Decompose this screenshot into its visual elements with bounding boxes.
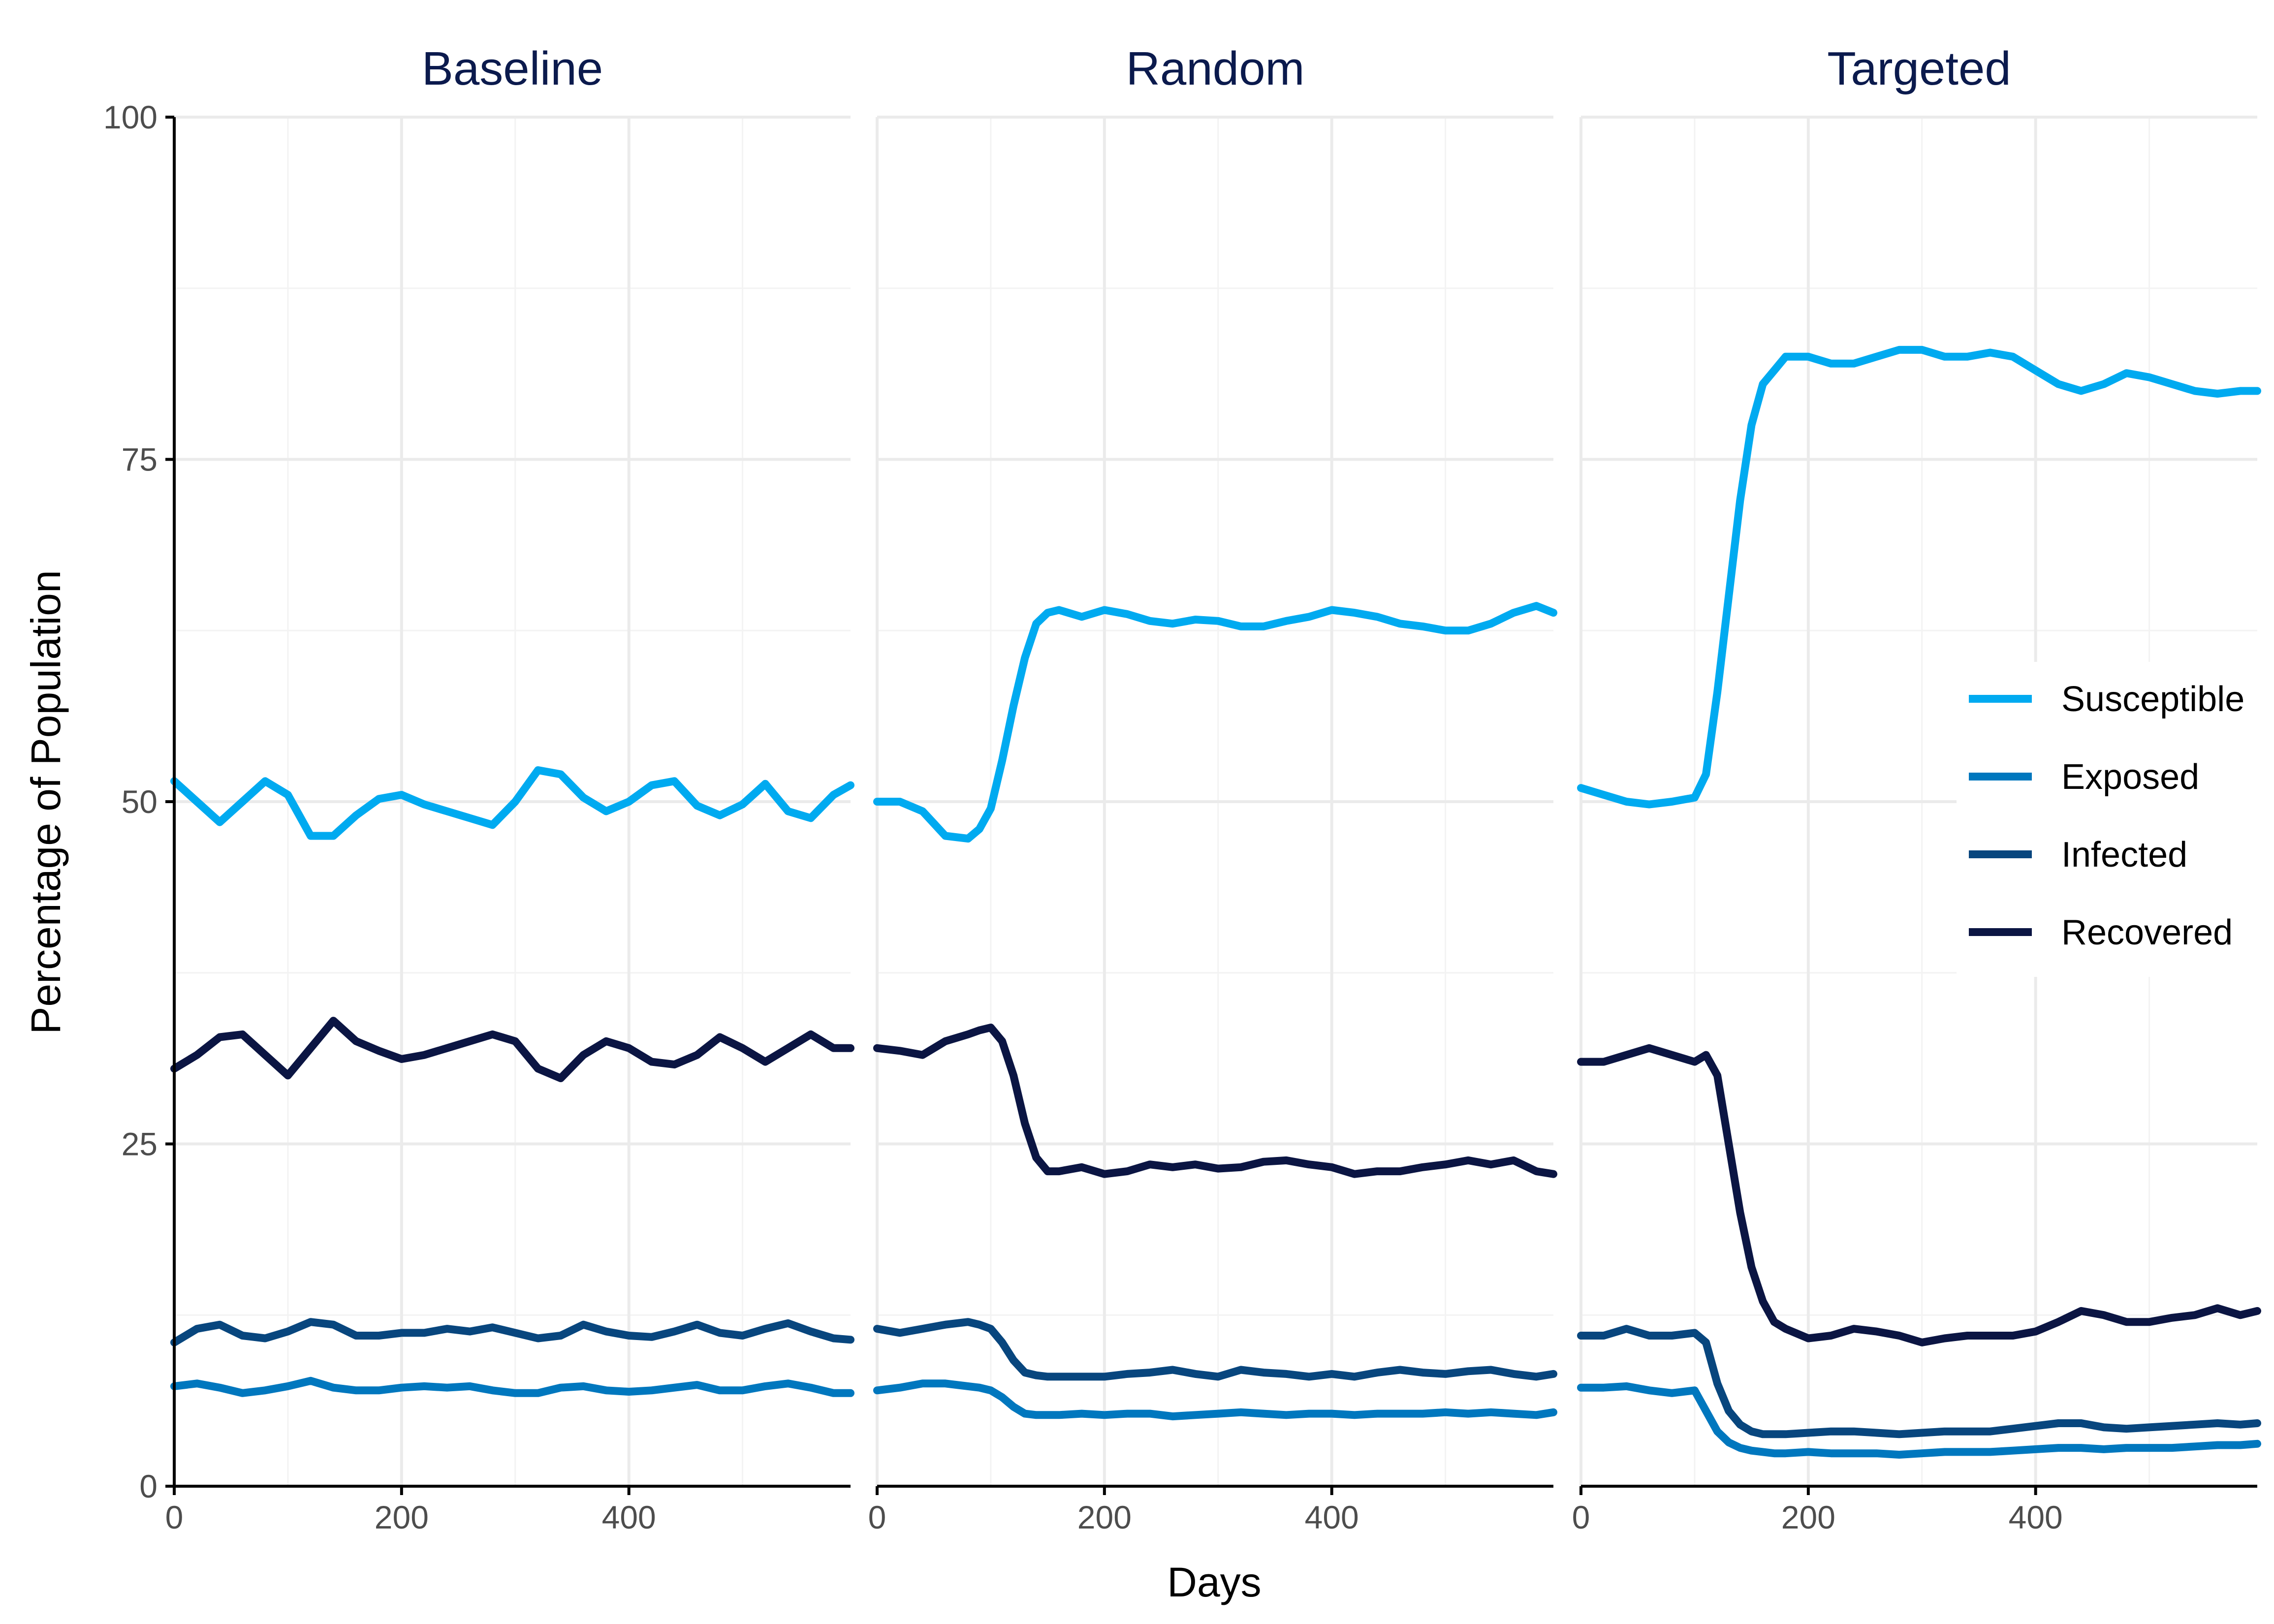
series-line-recovered: [170, 1017, 854, 1082]
x-tick-label: 0: [868, 1499, 886, 1535]
y-tick-label: 100: [103, 99, 158, 135]
legend-background: [1957, 662, 2272, 977]
x-tick-label: 400: [1305, 1499, 1359, 1535]
series-line-infected: [873, 1318, 1557, 1381]
legend-label-exposed: Exposed: [2061, 757, 2199, 797]
legend: Susceptible Exposed Infected Recovered: [1957, 662, 2272, 977]
series-line-recovered: [873, 1024, 1557, 1178]
y-tick-label: 0: [139, 1468, 158, 1504]
series-line-recovered: [1577, 1044, 2261, 1346]
x-tick-label: 200: [375, 1499, 429, 1535]
series-line-exposed: [1577, 1382, 2261, 1459]
series-line-susceptible: [170, 766, 854, 840]
x-tick-label: 400: [2009, 1499, 2063, 1535]
series-line-infected: [1577, 1325, 2261, 1438]
y-axis-title: Percentage of Population: [23, 570, 69, 1034]
series-line-susceptible: [1577, 345, 2261, 809]
panel-baseline: Baseline: [170, 42, 854, 1488]
legend-label-susceptible: Susceptible: [2061, 680, 2244, 719]
legend-label-recovered: Recovered: [2061, 913, 2233, 952]
series-line-susceptible: [873, 602, 1557, 843]
x-tick-label: 200: [1077, 1499, 1132, 1535]
x-tick-label: 200: [1781, 1499, 1835, 1535]
panels-layer: Baseline Random Targeted: [170, 42, 2261, 1488]
series-line-exposed: [170, 1376, 854, 1397]
panel-random: Random: [873, 42, 1557, 1488]
y-tick-label: 50: [122, 783, 158, 820]
x-tick-label: 400: [602, 1499, 656, 1535]
x-tick-label: 0: [1572, 1499, 1590, 1535]
series-line-exposed: [873, 1379, 1557, 1421]
x-tick-label: 0: [165, 1499, 184, 1535]
y-tick-label: 75: [122, 441, 158, 478]
y-tick-label: 25: [122, 1126, 158, 1162]
axes-layer: 0 200 400 0 200 400 0 200 400 0 25 50 75 100: [103, 99, 2257, 1535]
x-axis-title: Days: [1167, 1559, 1261, 1605]
legend-label-infected: Infected: [2061, 835, 2187, 874]
panel-title: Baseline: [422, 42, 603, 95]
series-line-infected: [170, 1318, 854, 1346]
panel-title: Random: [1126, 42, 1305, 95]
panel-title: Targeted: [1827, 42, 2011, 95]
